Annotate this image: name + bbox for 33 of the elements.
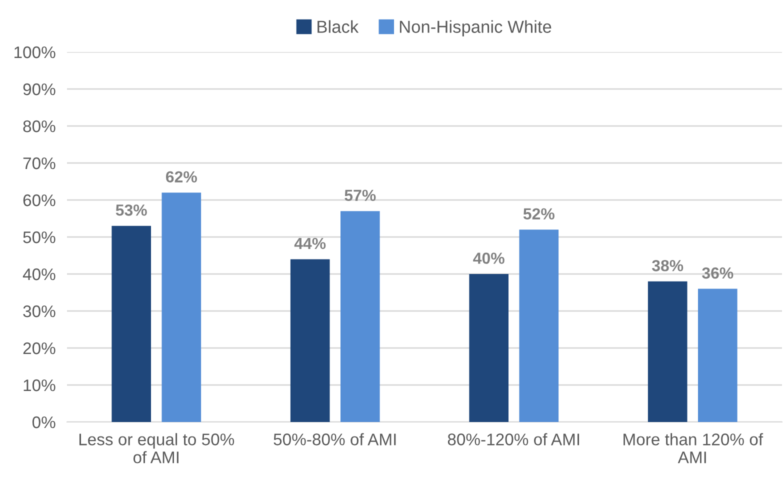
- bar: [340, 211, 380, 422]
- data-label: 57%: [344, 190, 376, 201]
- y-tick-label: 30%: [23, 305, 56, 318]
- y-tick-label: 10%: [24, 379, 56, 392]
- bar: [648, 281, 688, 422]
- x-tick-label: More than 120% of AMI: [624, 433, 764, 464]
- legend-label: Non-Hispanic White: [400, 20, 552, 36]
- data-label: 52%: [523, 208, 554, 220]
- y-tick-label: 0%: [32, 416, 56, 428]
- y-tick-label: 100%: [14, 46, 56, 58]
- y-tick-label: 50%: [23, 231, 56, 244]
- bar: [519, 230, 559, 422]
- y-tick-label: 70%: [23, 157, 56, 170]
- data-label: 38%: [652, 260, 684, 272]
- bar: [698, 288, 738, 422]
- x-tick-label: 80%-120% of AMI: [448, 433, 580, 446]
- y-tick-label: 40%: [22, 268, 56, 280]
- legend-label: Black: [318, 20, 359, 33]
- data-label: 40%: [473, 252, 504, 264]
- bar: [112, 226, 152, 422]
- y-tick-label: 90%: [23, 83, 56, 96]
- data-label: 53%: [116, 204, 147, 216]
- bar: [469, 274, 509, 422]
- bar: [162, 192, 202, 422]
- data-label: 44%: [294, 238, 326, 250]
- data-label: 36%: [702, 267, 734, 279]
- data-label: 62%: [166, 171, 197, 182]
- y-tick-label: 60%: [23, 194, 56, 206]
- x-tick-label: Less or equal to 50% of AMI: [79, 433, 234, 464]
- bar: [290, 259, 330, 422]
- y-tick-label: 80%: [23, 120, 56, 132]
- x-tick-label: 50%-80% of AMI: [274, 433, 396, 446]
- y-tick-label: 20%: [23, 342, 56, 354]
